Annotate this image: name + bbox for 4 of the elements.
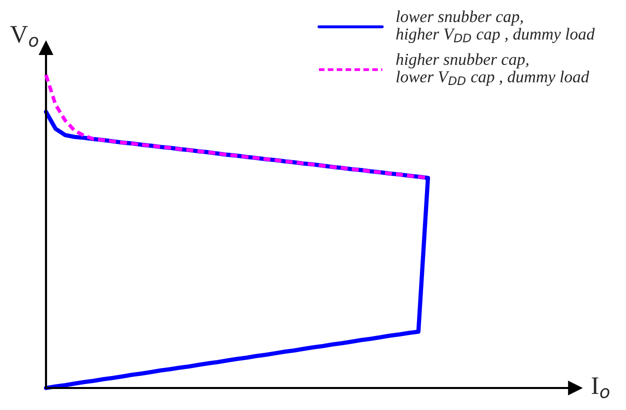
legend-label: higher snubber cap, lower V$_{DD}$ cap , dummy load [396,53,590,86]
y-axis-title: V$_{o}$ [10,26,38,47]
legend-label: lower snubber cap, higher V$_{DD}$ cap , dummy load [396,10,595,44]
text: I$_{o}$ [592,378,610,398]
